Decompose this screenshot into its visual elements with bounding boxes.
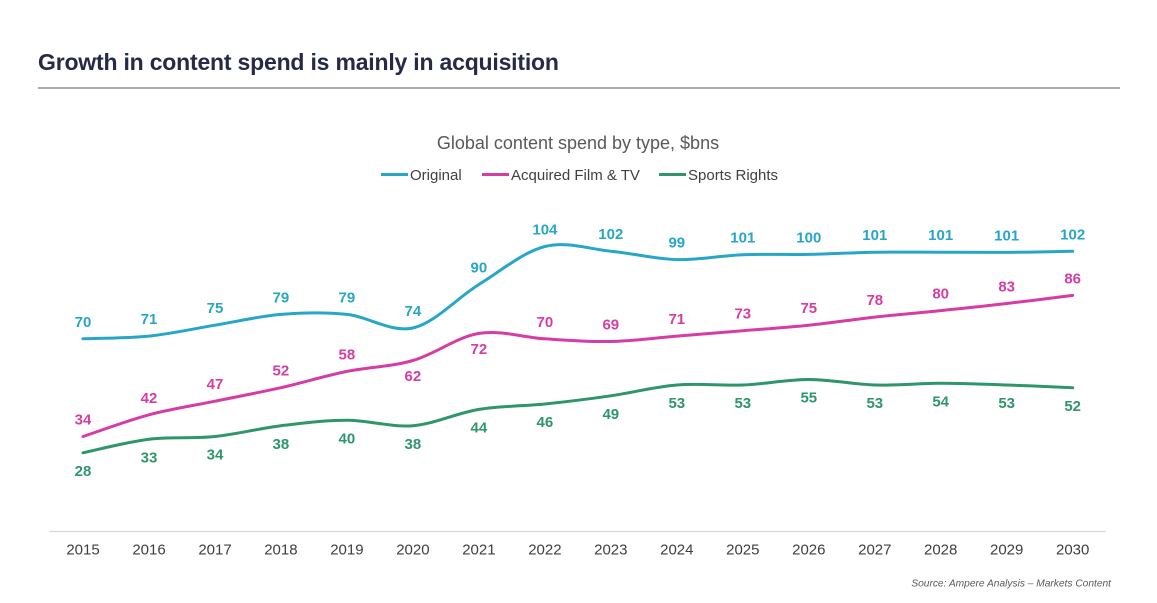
svg-text:53: 53 bbox=[866, 395, 883, 412]
svg-text:2016: 2016 bbox=[132, 542, 165, 559]
svg-text:33: 33 bbox=[141, 449, 158, 466]
svg-text:2030: 2030 bbox=[1056, 542, 1089, 559]
svg-text:44: 44 bbox=[471, 420, 488, 437]
svg-text:80: 80 bbox=[932, 286, 949, 303]
svg-text:72: 72 bbox=[471, 341, 488, 358]
svg-text:38: 38 bbox=[405, 436, 422, 453]
svg-text:38: 38 bbox=[273, 436, 290, 453]
svg-text:47: 47 bbox=[207, 376, 224, 393]
svg-text:52: 52 bbox=[1064, 398, 1081, 415]
svg-text:Source: Ampere Analysis – Mark: Source: Ampere Analysis – Markets Conten… bbox=[911, 578, 1112, 589]
svg-text:58: 58 bbox=[339, 346, 356, 363]
svg-text:62: 62 bbox=[405, 368, 422, 385]
svg-text:Sports Rights: Sports Rights bbox=[688, 167, 778, 184]
svg-text:49: 49 bbox=[602, 406, 619, 423]
svg-text:2022: 2022 bbox=[528, 542, 561, 559]
svg-text:2029: 2029 bbox=[990, 542, 1023, 559]
svg-text:2024: 2024 bbox=[660, 542, 693, 559]
svg-text:71: 71 bbox=[668, 311, 685, 328]
svg-text:78: 78 bbox=[866, 292, 883, 309]
svg-text:71: 71 bbox=[141, 311, 158, 328]
svg-text:83: 83 bbox=[998, 279, 1015, 296]
svg-text:46: 46 bbox=[537, 414, 554, 431]
svg-text:2015: 2015 bbox=[66, 542, 99, 559]
svg-text:2020: 2020 bbox=[396, 542, 429, 559]
svg-text:34: 34 bbox=[75, 412, 92, 429]
svg-text:2027: 2027 bbox=[858, 542, 891, 559]
svg-text:2021: 2021 bbox=[462, 542, 495, 559]
svg-text:100: 100 bbox=[796, 229, 821, 246]
svg-text:2018: 2018 bbox=[264, 542, 297, 559]
svg-text:90: 90 bbox=[471, 260, 488, 277]
svg-text:2025: 2025 bbox=[726, 542, 759, 559]
svg-text:102: 102 bbox=[598, 226, 623, 243]
svg-text:75: 75 bbox=[207, 300, 224, 317]
svg-text:2023: 2023 bbox=[594, 542, 627, 559]
svg-text:104: 104 bbox=[532, 222, 558, 239]
svg-text:2026: 2026 bbox=[792, 542, 825, 559]
svg-text:101: 101 bbox=[862, 227, 887, 244]
svg-text:70: 70 bbox=[75, 314, 92, 331]
svg-text:99: 99 bbox=[668, 235, 685, 252]
svg-text:75: 75 bbox=[800, 300, 817, 317]
svg-text:28: 28 bbox=[75, 463, 92, 480]
svg-text:40: 40 bbox=[339, 430, 356, 447]
svg-text:102: 102 bbox=[1060, 226, 1085, 243]
svg-text:Acquired Film & TV: Acquired Film & TV bbox=[511, 167, 640, 184]
svg-text:2028: 2028 bbox=[924, 542, 957, 559]
svg-text:2017: 2017 bbox=[198, 542, 231, 559]
svg-text:Original: Original bbox=[410, 167, 462, 184]
svg-text:79: 79 bbox=[273, 289, 290, 306]
svg-text:79: 79 bbox=[339, 289, 356, 306]
svg-text:53: 53 bbox=[668, 395, 685, 412]
svg-text:101: 101 bbox=[730, 230, 755, 247]
svg-text:101: 101 bbox=[994, 227, 1019, 244]
svg-text:53: 53 bbox=[998, 395, 1015, 412]
svg-text:55: 55 bbox=[800, 390, 817, 407]
svg-text:53: 53 bbox=[734, 395, 751, 412]
svg-text:86: 86 bbox=[1064, 270, 1081, 287]
svg-text:69: 69 bbox=[602, 317, 619, 334]
svg-text:101: 101 bbox=[928, 227, 953, 244]
svg-text:2019: 2019 bbox=[330, 542, 363, 559]
svg-text:52: 52 bbox=[273, 363, 290, 380]
svg-text:34: 34 bbox=[207, 447, 224, 464]
svg-text:42: 42 bbox=[141, 390, 158, 407]
svg-text:73: 73 bbox=[734, 306, 751, 323]
svg-text:70: 70 bbox=[537, 314, 554, 331]
svg-text:Global content spend by type,: Global content spend by type, $bns bbox=[437, 133, 719, 153]
svg-text:54: 54 bbox=[932, 394, 949, 411]
svg-text:74: 74 bbox=[405, 303, 422, 320]
